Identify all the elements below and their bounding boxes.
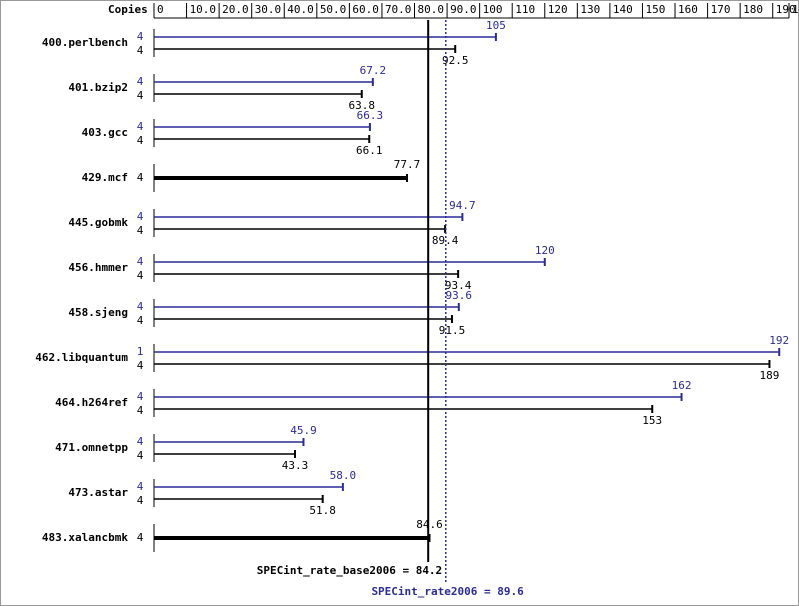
x-tick-label: 10.0	[190, 3, 217, 16]
value-label: 51.8	[309, 504, 336, 517]
value-label: 93.4	[445, 279, 472, 292]
x-tick-label: 170	[711, 3, 731, 16]
category-label: 401.bzip2	[68, 81, 128, 94]
copies: 4	[137, 390, 144, 403]
value-label: 105	[486, 19, 506, 32]
value-label: 162	[672, 379, 692, 392]
copies: 4	[137, 435, 144, 448]
value-label: 153	[642, 414, 662, 427]
value-label: 43.3	[282, 459, 309, 472]
x-tick-label: 80.0	[418, 3, 445, 16]
copies: 4	[137, 171, 144, 184]
value-label: 93.6	[446, 289, 473, 302]
value-label: 77.7	[394, 158, 421, 171]
copies: 4	[137, 89, 144, 102]
mean-label: SPECint_rate2006 = 89.6	[371, 585, 524, 598]
copies: 4	[137, 120, 144, 133]
copies: 4	[137, 44, 144, 57]
value-label: 92.5	[442, 54, 469, 67]
copies: 4	[137, 359, 144, 372]
copies: 4	[137, 134, 144, 147]
value-label: 67.2	[360, 64, 387, 77]
x-tick-label: 180	[743, 3, 763, 16]
x-tick-label: 40.0	[287, 3, 314, 16]
category-label: 456.hmmer	[68, 261, 128, 274]
x-tick-label: 130	[580, 3, 600, 16]
category-label: 473.astar	[68, 486, 128, 499]
x-tick-label: 50.0	[320, 3, 347, 16]
x-tick-label: 120	[548, 3, 568, 16]
x-tick-label: 195	[792, 3, 799, 16]
value-label: 45.9	[290, 424, 317, 437]
category-label: 429.mcf	[82, 171, 128, 184]
x-tick-label: 140	[613, 3, 633, 16]
x-tick-label: 150	[645, 3, 665, 16]
copies: 4	[137, 531, 144, 544]
copies: 4	[137, 75, 144, 88]
category-label: 458.sjeng	[68, 306, 128, 319]
x-tick-label: 0	[157, 3, 164, 16]
value-label: 66.3	[357, 109, 384, 122]
copies: 4	[137, 269, 144, 282]
copies: 4	[137, 314, 144, 327]
axis-label: Copies	[108, 3, 148, 16]
copies: 4	[137, 210, 144, 223]
x-tick-label: 190	[776, 3, 796, 16]
copies: 4	[137, 480, 144, 493]
category-label: 462.libquantum	[35, 351, 128, 364]
copies: 1	[137, 345, 144, 358]
value-label: 66.1	[356, 144, 383, 157]
copies: 4	[137, 255, 144, 268]
category-label: 464.h264ref	[55, 396, 128, 409]
x-tick-label: 70.0	[385, 3, 412, 16]
value-label: 192	[769, 334, 789, 347]
copies: 4	[137, 300, 144, 313]
category-label: 400.perlbench	[42, 36, 128, 49]
x-tick-label: 90.0	[450, 3, 477, 16]
x-tick-label: 30.0	[255, 3, 282, 16]
x-tick-label: 20.0	[222, 3, 249, 16]
category-label: 483.xalancbmk	[42, 531, 128, 544]
x-tick-label: 60.0	[352, 3, 379, 16]
value-label: 63.8	[349, 99, 376, 112]
x-tick-label: 100	[483, 3, 503, 16]
value-label: 94.7	[449, 199, 476, 212]
copies: 4	[137, 494, 144, 507]
copies: 4	[137, 404, 144, 417]
value-label: 120	[535, 244, 555, 257]
value-label: 91.5	[439, 324, 466, 337]
mean-label: SPECint_rate_base2006 = 84.2	[257, 564, 442, 577]
category-label: 471.omnetpp	[55, 441, 128, 454]
x-tick-label: 110	[515, 3, 535, 16]
x-tick-label: 160	[678, 3, 698, 16]
category-label: 445.gobmk	[68, 216, 128, 229]
value-label: 84.6	[416, 518, 443, 531]
value-label: 58.0	[330, 469, 357, 482]
value-label: 189	[760, 369, 780, 382]
category-label: 403.gcc	[82, 126, 128, 139]
copies: 4	[137, 30, 144, 43]
copies: 4	[137, 449, 144, 462]
copies: 4	[137, 224, 144, 237]
